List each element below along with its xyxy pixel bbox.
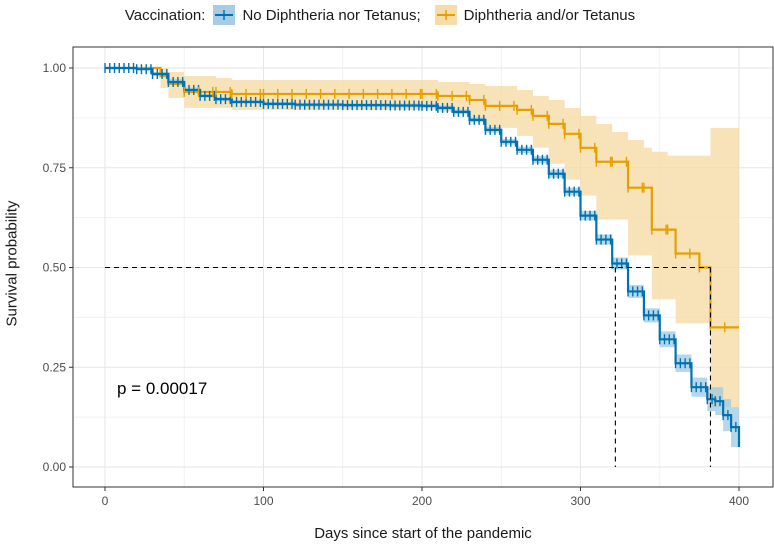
legend: Vaccination: No Diphtheria nor Tetanus; … bbox=[0, 4, 774, 26]
y-tick-label: 0.50 bbox=[43, 261, 67, 275]
legend-label-no-diphtheria: No Diphtheria nor Tetanus; bbox=[242, 6, 421, 24]
x-axis-label: Days since start of the pandemic bbox=[314, 525, 532, 542]
legend-key-no-diphtheria-icon bbox=[213, 5, 236, 25]
x-tick-label: 100 bbox=[253, 494, 273, 508]
p-value-annotation: p = 0.00017 bbox=[117, 379, 207, 398]
censor-marks-diphtheria bbox=[183, 86, 726, 333]
legend-label-diphtheria: Diphtheria and/or Tetanus bbox=[463, 6, 636, 24]
y-tick-label: 1.00 bbox=[43, 61, 67, 75]
x-tick-label: 200 bbox=[412, 494, 432, 508]
x-tick-label: 0 bbox=[102, 494, 109, 508]
y-tick-label: 0.25 bbox=[43, 360, 67, 374]
legend-key-diphtheria-icon bbox=[434, 5, 457, 25]
y-tick-label: 0.75 bbox=[43, 161, 67, 175]
legend-title: Vaccination: bbox=[124, 6, 206, 24]
y-tick-label: 0.00 bbox=[43, 460, 67, 474]
y-axis-label: Survival probability bbox=[3, 200, 21, 327]
x-tick-label: 300 bbox=[570, 494, 590, 508]
x-tick-label: 400 bbox=[729, 494, 749, 508]
censor-marks-no-diphtheria bbox=[104, 63, 737, 433]
